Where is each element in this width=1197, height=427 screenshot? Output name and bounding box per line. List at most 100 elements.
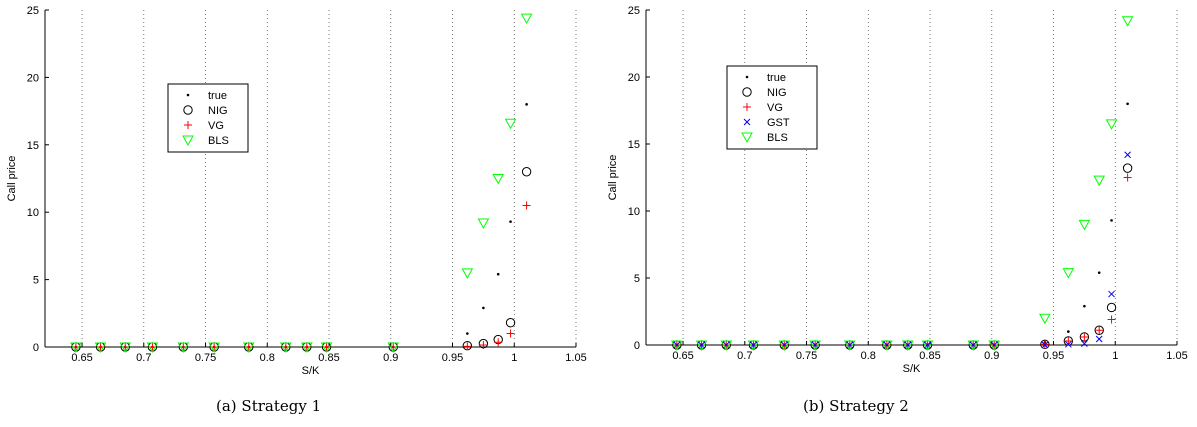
point-true [1110,219,1113,222]
y-tick-label: 10 [27,207,39,219]
point-nig [521,167,532,177]
y-tick-label: 15 [628,139,640,151]
x-tick-label: 0.8 [861,350,876,362]
y-tick-label: 10 [628,206,640,218]
y-tick-label: 15 [27,140,39,152]
point-bls [461,268,474,279]
series-true [74,103,528,349]
x-tick-label: 0.7 [136,352,151,364]
y-tick-label: 5 [634,273,640,285]
point-true [1097,271,1101,274]
legend-label-gst: GST [767,117,790,129]
point-gst [1064,340,1072,348]
point-true [496,272,500,276]
point-bls [492,174,505,185]
grid-lines [81,10,577,347]
legend-label-true: true [767,72,786,84]
y-tick-label: 25 [628,5,640,17]
point-vg [494,338,503,347]
x-tick-label: 0.9 [383,352,398,364]
legend-label-vg: VG [767,102,783,114]
legend-marker-true [745,75,749,79]
x-tick-label: 0.85 [318,352,339,364]
point-bls [901,340,914,352]
point-bls [967,340,980,352]
legend-marker-bls [741,132,753,144]
legend-marker-gst [743,118,751,126]
point-true [482,306,485,310]
x-tick-label: 0.95 [442,352,463,364]
legend-label-vg: VG [208,120,224,132]
x-axis-label: S/K [302,365,320,377]
point-nig [1079,332,1090,342]
x-tick-label: 0.65 [71,352,92,364]
y-tick-label: 5 [33,275,39,287]
point-gst [1108,290,1115,298]
point-bls [520,13,533,25]
y-tick-label: 20 [27,72,39,84]
legend-marker-true [186,93,190,97]
point-bls [921,340,934,352]
legend-marker-nig [183,105,193,115]
legend-label-true: true [208,90,227,102]
x-tick-label: 0.65 [672,350,693,362]
chart-strategy-1: 0.65 0.7 0.75 0.8 0.85 0.9 0.95 1 1.05 0 5 10 15 20 25… [6,5,587,377]
point-bls [387,342,400,354]
point-bls [119,342,132,354]
legend-label-bls: BLS [208,135,229,147]
x-tick-label: 0.7 [737,350,752,362]
point-bls [94,342,107,354]
point-bls [671,340,683,352]
x-tick-label: 0.95 [1043,350,1064,362]
legend-marker-nig [742,87,752,97]
point-nig [1040,339,1050,350]
point-nig [1094,325,1104,335]
point-bls [1093,175,1106,187]
x-tick-label: 0.75 [796,350,817,362]
point-vg [506,329,515,338]
x-tick-label: 1 [511,352,517,364]
point-gst [1041,341,1049,349]
point-bls [208,342,221,354]
legend: true NIG VG BLS [167,83,249,153]
caption-strategy-2: (b) Strategy 2 [803,397,909,415]
legend-marker-vg [743,103,751,111]
point-gst [1081,340,1088,348]
y-tick-label: 0 [33,342,39,354]
point-bls [1121,16,1134,27]
point-nig [505,318,516,328]
point-vg [1080,332,1089,341]
point-bls [720,340,733,352]
point-nig [1063,336,1074,346]
x-tick-label: 1.05 [565,352,586,364]
legend-marker-vg [184,121,192,129]
legend-marker-bls [182,135,194,147]
x-tick-label: 0.8 [260,352,275,364]
point-bls [70,342,82,354]
x-tick-label: 0.9 [984,350,999,362]
point-vg [1107,315,1116,324]
series-vg [71,201,531,351]
point-true [1067,330,1070,333]
point-true [466,332,469,335]
point-bls [300,342,313,354]
y-tick-label: 20 [628,72,640,84]
point-bls [504,118,517,130]
point-true [509,220,512,223]
series-nig [71,167,532,352]
legend-box [726,65,818,150]
point-bls [242,342,255,354]
point-bls [279,342,292,354]
point-bls [843,340,856,352]
point-bls [1078,219,1091,231]
point-bls [809,340,822,352]
y-axis-label: Call price [6,156,18,202]
point-vg [479,340,488,349]
point-bls [1105,119,1118,130]
legend-label-nig: NIG [208,105,228,117]
point-bls [320,342,333,354]
point-bls [880,340,893,352]
x-tick-label: 0.85 [919,350,940,362]
point-bls [747,340,760,352]
point-true [525,103,528,106]
